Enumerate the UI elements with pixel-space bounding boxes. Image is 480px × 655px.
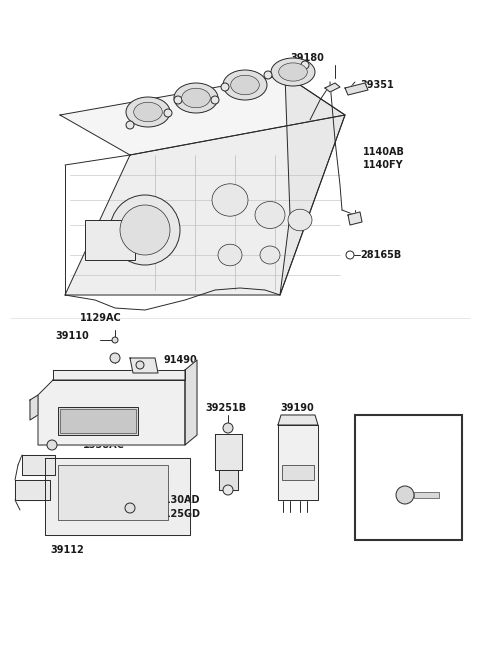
Circle shape — [126, 121, 134, 129]
Ellipse shape — [288, 209, 312, 231]
Ellipse shape — [271, 58, 315, 86]
Text: 28165B: 28165B — [360, 250, 401, 260]
Text: 39351: 39351 — [360, 80, 394, 90]
Polygon shape — [345, 83, 368, 95]
Ellipse shape — [110, 195, 180, 265]
Polygon shape — [53, 370, 185, 380]
FancyBboxPatch shape — [58, 465, 168, 520]
Polygon shape — [278, 425, 318, 500]
Polygon shape — [215, 434, 242, 470]
Polygon shape — [348, 212, 362, 225]
Circle shape — [136, 361, 144, 369]
Circle shape — [301, 61, 309, 69]
Circle shape — [223, 485, 233, 495]
Text: 39251B: 39251B — [205, 403, 246, 413]
Text: 39180: 39180 — [290, 53, 324, 63]
Text: 1120GK: 1120GK — [385, 424, 431, 434]
Polygon shape — [130, 358, 158, 373]
Circle shape — [112, 337, 118, 343]
Ellipse shape — [134, 102, 162, 122]
Circle shape — [211, 96, 219, 104]
Circle shape — [47, 440, 57, 450]
Polygon shape — [22, 455, 55, 475]
Polygon shape — [65, 115, 345, 295]
Circle shape — [396, 486, 414, 504]
Text: 39190: 39190 — [280, 403, 314, 413]
FancyBboxPatch shape — [85, 220, 135, 260]
Text: 1140FY: 1140FY — [363, 160, 404, 170]
Ellipse shape — [174, 83, 218, 113]
Ellipse shape — [126, 97, 170, 127]
Ellipse shape — [212, 184, 248, 216]
Text: 1338AC: 1338AC — [83, 440, 125, 450]
FancyBboxPatch shape — [60, 409, 136, 433]
Text: 1129AC: 1129AC — [80, 313, 122, 323]
Circle shape — [164, 109, 172, 117]
Ellipse shape — [255, 202, 285, 229]
Polygon shape — [325, 83, 340, 92]
Circle shape — [125, 503, 135, 513]
Polygon shape — [280, 75, 345, 295]
Circle shape — [221, 83, 229, 91]
Text: 1125GD: 1125GD — [158, 509, 201, 519]
Ellipse shape — [279, 63, 307, 81]
Ellipse shape — [218, 244, 242, 266]
Circle shape — [110, 353, 120, 363]
Polygon shape — [45, 458, 190, 535]
Polygon shape — [60, 75, 345, 155]
FancyBboxPatch shape — [414, 492, 439, 498]
Polygon shape — [185, 360, 197, 445]
Circle shape — [223, 423, 233, 433]
Polygon shape — [38, 380, 185, 445]
Polygon shape — [30, 395, 38, 420]
Polygon shape — [278, 415, 318, 425]
Ellipse shape — [260, 246, 280, 264]
Text: 91490: 91490 — [163, 355, 197, 365]
Text: 1140AB: 1140AB — [363, 147, 405, 157]
Ellipse shape — [223, 70, 267, 100]
Text: 39112: 39112 — [50, 545, 84, 555]
Bar — [355, 415, 462, 540]
FancyBboxPatch shape — [58, 407, 138, 435]
Circle shape — [346, 251, 354, 259]
Ellipse shape — [120, 205, 170, 255]
Ellipse shape — [182, 88, 210, 108]
Ellipse shape — [231, 75, 259, 95]
Circle shape — [264, 71, 272, 79]
Text: 1130AD: 1130AD — [158, 495, 201, 505]
FancyBboxPatch shape — [282, 465, 314, 480]
Polygon shape — [15, 480, 50, 500]
Text: 39110: 39110 — [55, 331, 89, 341]
Circle shape — [174, 96, 182, 104]
Polygon shape — [219, 470, 238, 490]
